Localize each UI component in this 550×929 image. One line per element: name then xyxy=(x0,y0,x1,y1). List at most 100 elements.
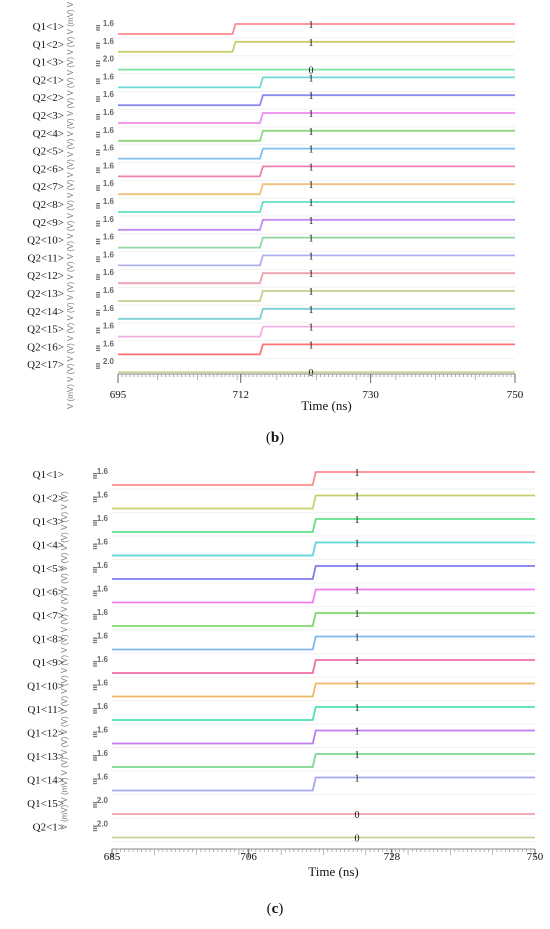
y-tick-label: 1.6 xyxy=(103,286,115,295)
waveform-line xyxy=(118,23,515,35)
signal-trace: Q1<10> 1.6 1 xyxy=(27,679,535,701)
panel-caption: (c) xyxy=(267,901,284,917)
logic-value-label: 1 xyxy=(355,539,360,550)
signal-label: Q2<12> xyxy=(27,270,64,282)
waveform-line xyxy=(112,541,535,557)
signal-label: Q2<2> xyxy=(33,92,64,104)
signal-label: Q2<4> xyxy=(33,128,64,140)
y-tick-marks-icon xyxy=(96,96,100,102)
signal-trace: Q1<2> 1.6 1 xyxy=(33,491,535,513)
signal-label: Q1<1> xyxy=(33,21,64,33)
y-tick-label: 1.6 xyxy=(97,467,109,476)
y-tick-marks-icon xyxy=(93,684,97,691)
waveform-line xyxy=(118,218,515,231)
waveform-line xyxy=(118,343,515,356)
signal-label: Q2<16> xyxy=(27,341,64,353)
y-tick-label: 1.6 xyxy=(97,608,109,617)
y-tick-label: 1.6 xyxy=(103,215,115,224)
signal-trace: Q2<17>2.00 xyxy=(27,357,515,379)
y-tick-marks-icon xyxy=(93,496,97,503)
signal-trace: Q2<1> 1.6 1 xyxy=(33,72,515,92)
waveform-line xyxy=(118,76,515,89)
y-tick-marks-icon xyxy=(96,203,100,209)
signal-label: Q2<5> xyxy=(33,146,64,158)
waveform-line xyxy=(118,236,515,249)
logic-value-label: 1 xyxy=(355,680,360,691)
y-tick-marks-icon xyxy=(96,60,100,67)
waveform-line xyxy=(118,129,515,142)
signal-trace: Q1<2> 1.6 1 xyxy=(33,37,515,57)
y-tick-label: 1.6 xyxy=(97,749,109,758)
x-tick-label: 685 xyxy=(104,851,121,863)
y-tick-label: 1.6 xyxy=(97,726,109,735)
y-tick-marks-icon xyxy=(93,543,97,550)
x-tick-label: 728 xyxy=(384,851,401,863)
logic-value-label: 1 xyxy=(309,180,314,191)
waveform-line xyxy=(112,706,535,721)
signal-trace: Q1<14> 1.6 1 xyxy=(27,773,535,795)
waveform-line xyxy=(112,729,535,745)
signal-trace: Q1<3> 2.0 0 xyxy=(33,55,515,77)
y-tick-marks-icon xyxy=(93,825,97,832)
signal-trace: Q2<9> 1.6 1 xyxy=(33,215,515,235)
waveform-line xyxy=(118,325,515,338)
signal-trace: Q1<8> 1.6 1 xyxy=(33,632,535,654)
y-tick-marks-icon xyxy=(93,802,97,808)
signal-trace: Q2<6> 1.6 1 xyxy=(33,161,515,181)
logic-value-label: 1 xyxy=(355,586,360,597)
x-tick-label: 750 xyxy=(527,851,544,863)
signal-trace: Q1<1> 1.6 1 xyxy=(33,19,515,39)
logic-value-label: 1 xyxy=(355,774,360,785)
y-axis-title: V (mV) V (mV) V (V) V (V) V (V) V (V) V … xyxy=(60,491,69,830)
panel-b-chart: V (mV) V (V) V (V) V (V) V (V) V (V) V (… xyxy=(27,0,524,446)
logic-value-label: 1 xyxy=(355,492,360,503)
waveform-line xyxy=(112,494,535,510)
y-tick-label: 1.6 xyxy=(103,126,115,135)
signal-trace: Q1<12> 1.6 1 xyxy=(27,726,535,748)
signal-label: Q1<7> xyxy=(33,610,64,622)
y-tick-marks-icon xyxy=(96,363,100,369)
logic-value-label: 1 xyxy=(355,727,360,738)
logic-value-label: 1 xyxy=(355,750,360,761)
y-tick-label: 1.6 xyxy=(103,304,115,313)
logic-value-label: 1 xyxy=(355,633,360,644)
signal-label: Q2<11> xyxy=(28,252,64,264)
signal-trace: Q1<4> 1.6 1 xyxy=(33,538,535,560)
signal-trace: Q1<6> 1.6 1 xyxy=(33,585,535,607)
logic-value-label: 1 xyxy=(355,703,360,714)
y-tick-label: 1.6 xyxy=(103,179,115,188)
y-tick-label: 1.6 xyxy=(103,90,115,99)
logic-value-label: 1 xyxy=(309,162,314,173)
signal-label: Q2<17> xyxy=(27,359,64,371)
y-tick-marks-icon xyxy=(93,567,97,573)
waveform-line xyxy=(112,612,535,627)
y-tick-label: 1.6 xyxy=(97,491,109,500)
waveform-line xyxy=(112,659,535,674)
x-tick-label: 750 xyxy=(507,389,524,401)
y-tick-label: 1.6 xyxy=(97,514,109,523)
waveform-line xyxy=(118,112,515,124)
y-tick-marks-icon xyxy=(96,274,100,280)
y-tick-label: 1.6 xyxy=(103,108,115,117)
y-tick-label: 1.6 xyxy=(103,268,115,277)
signal-trace: Q2<3> 1.6 1 xyxy=(33,108,515,128)
y-tick-label: 1.6 xyxy=(97,679,109,688)
signal-label: Q2<3> xyxy=(33,110,64,122)
y-tick-marks-icon xyxy=(93,661,97,667)
waveform-line xyxy=(112,588,535,604)
waveform-line xyxy=(118,290,515,302)
signal-trace: Q2<11> 1.6 1 xyxy=(28,250,515,270)
waveform-line xyxy=(118,307,515,320)
waveform-line xyxy=(118,272,515,285)
logic-value-label: 1 xyxy=(309,323,314,334)
logic-value-label: 1 xyxy=(309,109,314,120)
y-axis-title: V (mV) V (V) V (V) V (V) V (V) V (V) V (… xyxy=(66,0,75,409)
signal-trace: Q2<12> 1.6 1 xyxy=(27,268,515,288)
signal-label: Q1<15> xyxy=(27,798,64,810)
signal-label: Q1<14> xyxy=(27,775,64,787)
panel-caption: (b) xyxy=(266,430,284,446)
signal-label: Q1<9> xyxy=(33,657,64,669)
x-axis-title: Time (ns) xyxy=(301,398,351,413)
logic-value-label: 1 xyxy=(309,38,314,49)
logic-value-label: 1 xyxy=(309,340,314,351)
